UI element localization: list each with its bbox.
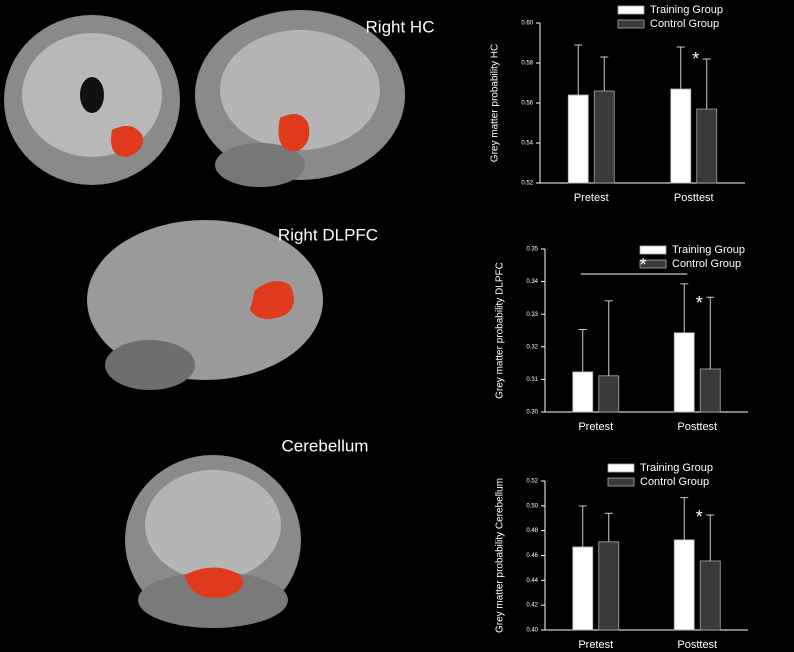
legend-label: Control Group bbox=[650, 18, 719, 30]
region-label: Right DLPFC bbox=[278, 225, 378, 244]
y-axis-label: Grey matter probability Cerebellum bbox=[495, 478, 506, 633]
legend-label: Control Group bbox=[640, 476, 709, 488]
brain-white-matter bbox=[220, 30, 380, 150]
bar bbox=[699, 560, 721, 631]
y-tick-label: 0.52 bbox=[521, 181, 533, 187]
legend-label: Training Group bbox=[672, 244, 745, 256]
y-axis-label: Grey matter probability HC bbox=[490, 44, 501, 162]
x-tick-label: Posttest bbox=[674, 192, 714, 204]
annotation: * bbox=[696, 293, 703, 313]
y-tick-label: 0.56 bbox=[521, 101, 533, 107]
legend-swatch bbox=[617, 19, 645, 29]
cerebellum-region bbox=[185, 567, 243, 598]
y-axis-label: Grey matter probability DLPFC bbox=[495, 262, 506, 399]
bar bbox=[593, 90, 615, 184]
x-tick-label: Pretest bbox=[574, 192, 609, 204]
bar bbox=[673, 332, 695, 413]
bar bbox=[699, 368, 721, 413]
hc-region bbox=[278, 114, 310, 152]
y-tick-label: 0.42 bbox=[526, 603, 538, 609]
y-tick-label: 0.34 bbox=[526, 279, 538, 285]
bar bbox=[598, 541, 620, 631]
brain-images bbox=[4, 10, 405, 628]
y-tick-label: 0.46 bbox=[526, 553, 538, 559]
bar bbox=[567, 94, 589, 184]
legend-label: Training Group bbox=[650, 4, 723, 16]
legend-label: Training Group bbox=[640, 462, 713, 474]
ventricle bbox=[80, 77, 104, 113]
legend-swatch bbox=[607, 463, 635, 473]
legend-label: Control Group bbox=[672, 258, 741, 270]
bar bbox=[572, 371, 594, 413]
cerebellum bbox=[138, 572, 288, 628]
brain-white-matter bbox=[145, 470, 281, 580]
legend-swatch bbox=[617, 5, 645, 15]
y-tick-label: 0.60 bbox=[521, 21, 533, 27]
region-label: Cerebellum bbox=[282, 436, 369, 455]
y-tick-label: 0.35 bbox=[526, 247, 538, 253]
brain-lateral bbox=[87, 220, 323, 380]
y-tick-label: 0.31 bbox=[526, 377, 538, 383]
legend-swatch bbox=[639, 259, 667, 269]
cerebellum bbox=[105, 340, 195, 390]
annotation: * bbox=[692, 49, 699, 69]
y-tick-label: 0.58 bbox=[521, 61, 533, 67]
x-tick-label: Posttest bbox=[677, 421, 717, 433]
hc-region bbox=[111, 126, 143, 157]
x-tick-label: Pretest bbox=[578, 421, 613, 433]
bar bbox=[598, 375, 620, 413]
y-tick-label: 0.32 bbox=[526, 344, 538, 350]
x-tick-label: Posttest bbox=[677, 639, 717, 651]
cerebellum bbox=[215, 143, 305, 187]
y-tick-label: 0.54 bbox=[521, 141, 533, 147]
dlpfc-region bbox=[250, 281, 294, 319]
x-tick-label: Pretest bbox=[578, 639, 613, 651]
bar bbox=[696, 108, 718, 184]
y-tick-label: 0.52 bbox=[526, 479, 538, 485]
y-tick-label: 0.48 bbox=[526, 528, 538, 534]
y-tick-label: 0.30 bbox=[526, 410, 538, 416]
annotation: * bbox=[640, 255, 647, 275]
bar bbox=[572, 546, 594, 631]
y-tick-label: 0.50 bbox=[526, 503, 538, 509]
y-tick-label: 0.33 bbox=[526, 312, 538, 318]
region-label: Right HC bbox=[366, 17, 435, 36]
legend-swatch bbox=[639, 245, 667, 255]
y-tick-label: 0.40 bbox=[526, 628, 538, 634]
bar bbox=[670, 88, 692, 184]
annotation: * bbox=[696, 507, 703, 527]
legend-swatch bbox=[607, 477, 635, 487]
y-tick-label: 0.44 bbox=[526, 578, 538, 584]
bar bbox=[673, 539, 695, 631]
